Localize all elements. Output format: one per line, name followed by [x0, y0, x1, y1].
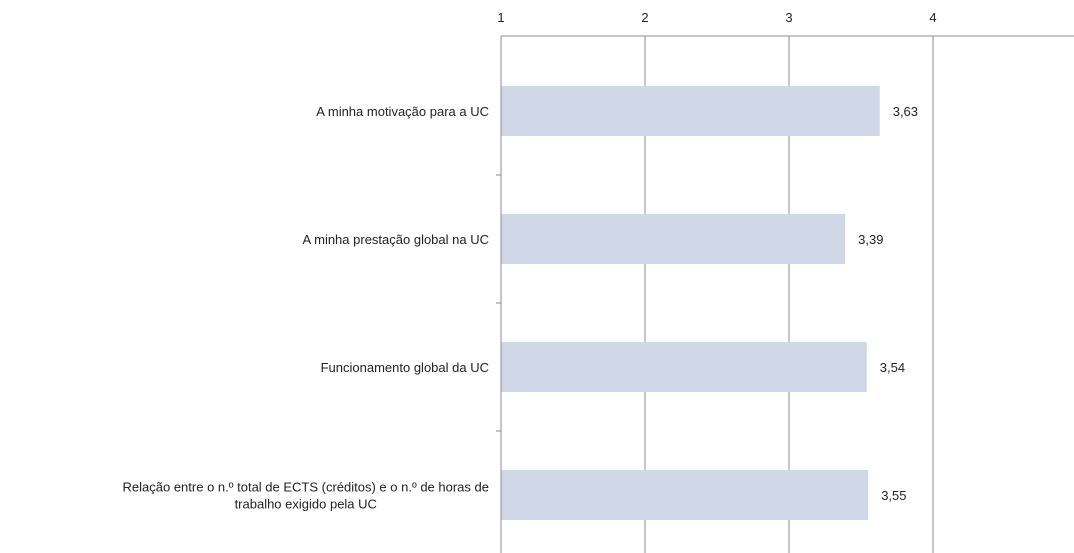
- labels: 123453,63A minha motivação para a UC3,39…: [123, 10, 1074, 512]
- data-label: 3,54: [880, 360, 905, 375]
- category-label: A minha motivação para a UC: [316, 104, 489, 119]
- axes: [496, 35, 1074, 553]
- bar: [501, 214, 846, 264]
- category-label: Relação entre o n.º total de ECTS (crédi…: [123, 480, 489, 512]
- x-tick-label: 2: [641, 10, 648, 25]
- category-label: A minha prestação global na UC: [303, 232, 489, 247]
- x-tick-label: 3: [785, 10, 792, 25]
- bar: [501, 86, 880, 136]
- data-label: 3,55: [881, 488, 906, 503]
- data-label: 3,63: [893, 104, 918, 119]
- bar: [501, 342, 867, 392]
- bar: [501, 470, 869, 520]
- category-label: Funcionamento global da UC: [321, 360, 489, 375]
- x-tick-label: 1: [497, 10, 504, 25]
- x-tick-label: 4: [929, 10, 936, 25]
- bars: [501, 86, 880, 520]
- data-label: 3,39: [858, 232, 883, 247]
